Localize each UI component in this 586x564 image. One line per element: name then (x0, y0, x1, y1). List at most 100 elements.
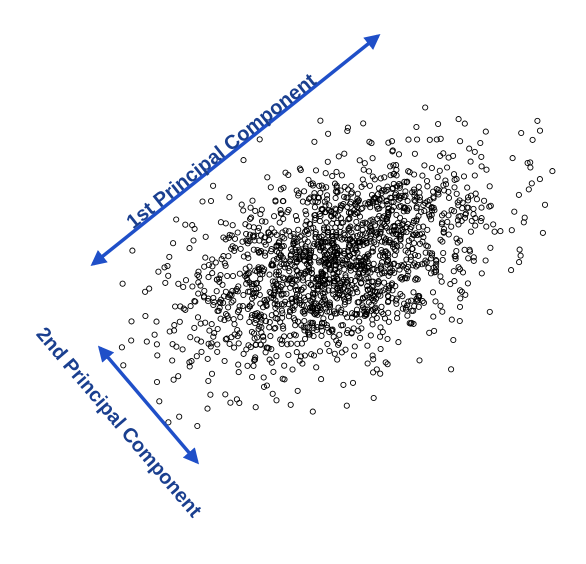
scatter-point (224, 312, 231, 319)
scatter-point (396, 203, 403, 210)
scatter-point (329, 173, 336, 180)
scatter-point (370, 283, 377, 290)
scatter-point (490, 221, 497, 228)
scatter-point (410, 289, 417, 296)
scatter-point (404, 312, 411, 319)
scatter-point (367, 269, 374, 276)
scatter-point (260, 374, 267, 381)
scatter-point (395, 193, 402, 200)
scatter-point (400, 208, 407, 215)
scatter-point (395, 339, 402, 346)
scatter-point (420, 299, 428, 306)
scatter-point (217, 315, 224, 322)
scatter-point (410, 231, 417, 238)
scatter-point (398, 262, 405, 269)
scatter-point (209, 256, 216, 263)
scatter-point (406, 169, 413, 176)
scatter-point (315, 280, 322, 288)
scatter-point (335, 339, 343, 346)
scatter-point (397, 182, 404, 189)
scatter-point (322, 170, 329, 177)
scatter-point (511, 208, 518, 215)
scatter-point (298, 302, 305, 309)
scatter-point (464, 184, 471, 191)
scatter-point (349, 290, 356, 297)
scatter-point (256, 291, 263, 298)
scatter-point (240, 207, 247, 214)
scatter-point (467, 158, 474, 165)
scatter-point (169, 341, 176, 348)
scatter-point (235, 307, 243, 314)
scatter-point (383, 259, 391, 266)
scatter-point (369, 155, 376, 162)
scatter-point (448, 316, 455, 323)
scatter-point (391, 260, 398, 267)
scatter-point (313, 364, 320, 371)
scatter-point (216, 278, 223, 285)
scatter-point (228, 299, 235, 306)
scatter-point (214, 325, 221, 333)
scatter-point (445, 154, 452, 161)
scatter-point (253, 289, 260, 297)
scatter-point (273, 397, 280, 404)
scatter-point (237, 314, 244, 321)
scatter-point (291, 317, 299, 324)
scatter-point (385, 209, 392, 216)
scatter-point (389, 267, 396, 274)
scatter-point (300, 324, 307, 331)
scatter-point (273, 353, 280, 360)
scatter-point (279, 310, 286, 317)
scatter-point (407, 225, 414, 233)
scatter-point (293, 267, 300, 274)
scatter-point (528, 180, 535, 187)
scatter-point (326, 299, 333, 306)
scatter-point (471, 148, 478, 155)
scatter-point (393, 166, 400, 173)
scatter-point (289, 277, 296, 284)
scatter-point (453, 247, 460, 255)
scatter-point (190, 237, 197, 244)
scatter-point (382, 248, 389, 255)
scatter-point (448, 223, 455, 230)
scatter-point (450, 171, 458, 178)
scatter-point (365, 168, 373, 175)
scatter-point (414, 136, 421, 143)
scatter-point (260, 383, 268, 390)
scatter-point (377, 370, 384, 377)
scatter-point (422, 257, 429, 264)
scatter-point (419, 298, 426, 305)
scatter-point (248, 314, 255, 321)
scatter-point (338, 172, 345, 179)
scatter-point (461, 214, 469, 221)
scatter-point (202, 319, 209, 326)
scatter-point (310, 290, 317, 297)
scatter-point (381, 279, 388, 286)
scatter-point (352, 311, 360, 318)
scatter-point (297, 353, 304, 360)
scatter-point (332, 224, 339, 231)
scatter-point (401, 300, 408, 307)
scatter-point (412, 198, 419, 205)
scatter-point (253, 280, 260, 287)
scatter-point (458, 288, 465, 295)
scatter-point (451, 176, 458, 183)
scatter-point (465, 255, 472, 262)
scatter-point (175, 280, 182, 287)
scatter-point (350, 352, 358, 359)
scatter-point (415, 213, 422, 220)
scatter-point (361, 160, 368, 167)
scatter-point (516, 259, 523, 266)
scatter-point (153, 341, 160, 348)
scatter-point (323, 308, 331, 315)
scatter-point (455, 221, 462, 228)
scatter-point (205, 274, 212, 281)
scatter-point (268, 359, 275, 366)
scatter-point (439, 212, 446, 219)
scatter-point (397, 242, 404, 249)
scatter-point (411, 240, 418, 247)
scatter-point (341, 266, 348, 273)
scatter-point (221, 357, 228, 365)
scatter-point (377, 292, 384, 299)
scatter-point (279, 274, 287, 281)
